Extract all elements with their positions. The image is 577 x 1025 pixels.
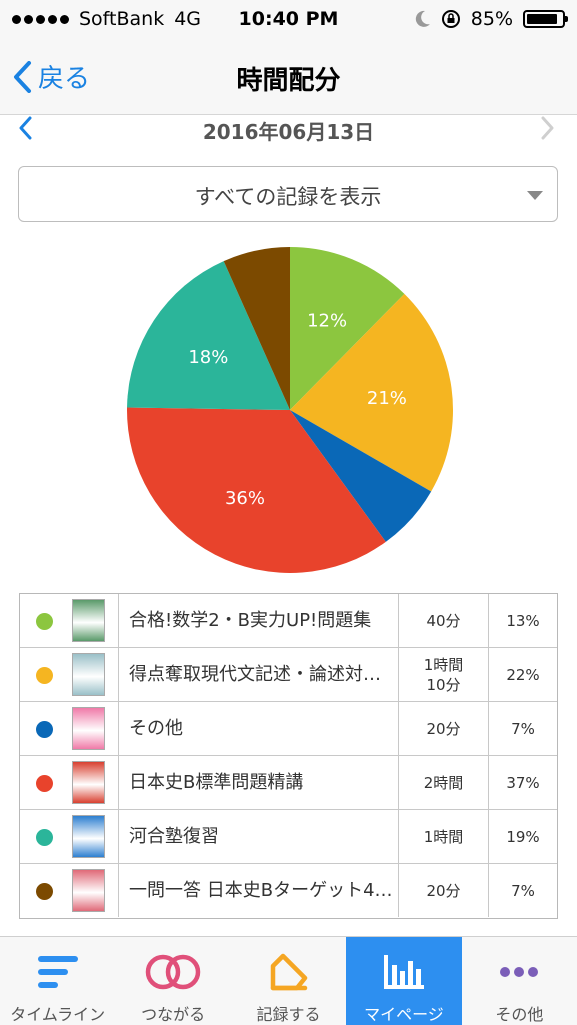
chevron-right-icon [541,116,554,140]
battery-label: 85% [470,8,513,30]
table-row[interactable]: その他 20分 7% [20,702,557,756]
more-dots-icon [500,967,539,977]
tab-record[interactable]: 記録する [231,937,346,1025]
item-duration: 2時間 [398,756,488,809]
tab-label: 記録する [256,1005,321,1024]
book-thumbnail [72,869,105,912]
table-row[interactable]: 河合塾復習 1時間 19% [20,810,557,864]
pie-slice-label: 36% [225,488,265,509]
book-thumbnail [72,599,105,642]
previous-date-button[interactable] [18,116,32,144]
book-thumbnail [72,761,105,804]
record-pencil-icon [270,953,307,991]
signal-dots-icon [12,14,69,24]
table-row[interactable]: 合格!数学2・B実力UP!問題集 40分 13% [20,594,557,648]
back-label: 戻る [38,64,91,94]
chevron-down-icon [527,191,543,200]
item-duration: 1時間 [398,810,488,863]
item-name: 一問一答 日本史Bターゲット4… [118,864,398,917]
status-time: 10:40 PM [238,8,339,30]
item-name: 日本史B標準問題精講 [118,756,398,809]
tab-label: その他 [495,1005,544,1024]
status-left: SoftBank 4G [12,8,201,30]
item-duration: 40分 [398,594,488,647]
pie-slice [223,247,290,410]
tab-label: マイページ [364,1005,444,1024]
date-navigator: 2016年06月13日 [0,114,577,144]
item-duration: 20分 [398,864,488,917]
pie-slice-label: 18% [188,347,228,368]
pie-slice [290,293,453,492]
item-percent: 37% [488,756,557,809]
table-row[interactable]: 得点奪取現代文記述・論述対… 1時間 10分 22% [20,648,557,702]
item-name: 得点奪取現代文記述・論述対… [118,648,398,701]
item-percent: 7% [488,702,557,755]
subject-time-table: 合格!数学2・B実力UP!問題集 40分 13% 得点奪取現代文記述・論述対… 1時間 … [19,593,558,919]
carrier-label: SoftBank [79,8,165,30]
status-bar: SoftBank 4G 10:40 PM 85% [0,0,577,40]
mypage-chart-icon [383,955,424,989]
pie-slice [127,407,386,573]
network-label: 4G [174,8,202,30]
pie-slice-label: 21% [367,388,407,409]
pie-slice [290,247,405,410]
next-date-button[interactable] [541,116,555,144]
current-date: 2016年06月13日 [202,120,375,144]
status-right: 85% [415,8,568,30]
category-color-dot [36,883,53,900]
pie-slice [290,410,432,542]
category-color-dot [36,667,53,684]
rotation-lock-icon [441,10,460,28]
time-distribution-pie-chart: 12% 21% 36% 18% [127,247,453,573]
item-percent: 19% [488,810,557,863]
category-color-dot [36,775,53,792]
item-percent: 7% [488,864,557,917]
item-percent: 22% [488,648,557,701]
tab-connect[interactable]: つながる [115,937,230,1025]
category-color-dot [36,829,53,846]
navigation-bar: 戻る 時間配分 [0,40,577,115]
chevron-left-icon [14,60,31,93]
item-name: 合格!数学2・B実力UP!問題集 [118,594,398,647]
pie-slice-label: 12% [307,311,347,332]
book-thumbnail [72,653,105,696]
item-percent: 13% [488,594,557,647]
tab-more[interactable]: その他 [462,937,577,1025]
tab-bar: タイムライン つながる 記録する [0,936,577,1025]
tab-timeline[interactable]: タイムライン [0,937,115,1025]
item-name: その他 [118,702,398,755]
timeline-icon [37,956,78,988]
book-thumbnail [72,707,105,750]
chevron-left-icon [19,116,32,140]
record-filter-value: すべての記録を表示 [194,185,382,209]
item-name: 河合塾復習 [118,810,398,863]
back-button[interactable]: 戻る [12,58,90,95]
page-title: 時間配分 [236,66,341,96]
tab-mypage[interactable]: マイページ [346,937,462,1025]
battery-icon [523,10,568,28]
category-color-dot [36,721,53,738]
table-row[interactable]: 日本史B標準問題精講 2時間 37% [20,756,557,810]
table-row[interactable]: 一問一答 日本史Bターゲット4… 20分 7% [20,864,557,918]
item-duration: 20分 [398,702,488,755]
tab-label: つながる [141,1005,206,1024]
book-thumbnail [72,815,105,858]
connect-rings-icon [145,954,201,990]
pie-slice [127,261,290,410]
moon-icon [415,10,430,27]
category-color-dot [36,613,53,630]
record-filter-select[interactable]: すべての記録を表示 [18,166,558,222]
item-duration: 1時間 10分 [398,648,488,701]
tab-label: タイムライン [10,1005,106,1024]
